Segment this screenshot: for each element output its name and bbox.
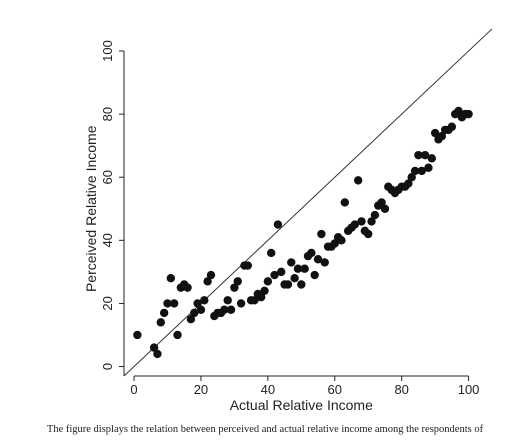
x-tick-label: 0 [130,382,137,397]
y-tick-label: 80 [100,107,115,121]
data-point [243,261,252,270]
data-point [226,305,236,314]
data-point [377,198,386,207]
data-point [190,308,199,318]
data-point [340,198,349,207]
data-point [313,255,323,264]
data-point [149,343,159,352]
data-point [427,154,436,163]
data-point [307,248,316,258]
data-point [153,349,162,359]
data-point [273,220,283,229]
x-tick-label: 60 [328,382,342,397]
data-point [287,258,296,267]
x-axis-label: Actual Relative Income [230,397,373,413]
y-tick-label: 60 [100,170,115,184]
data-point [330,239,339,248]
data-point [337,236,346,245]
data-point [283,280,293,289]
reference-45-degree-line [123,28,493,377]
data-point [320,258,329,267]
figure-caption: The figure displays the relation between… [46,424,484,435]
data-point [290,273,299,283]
data-point [464,109,473,119]
data-point [163,299,172,308]
data-point [357,217,366,226]
data-point [407,173,416,182]
x-tick-label: 100 [458,382,480,397]
data-point [310,270,319,280]
data-point [156,318,165,327]
data-point [370,210,380,220]
data-point [300,264,309,273]
data-point [367,217,376,226]
data-point [173,330,182,340]
x-ticks: 0 20 40 60 80 100 [130,376,479,397]
y-ticks: 0 20 40 60 80 100 [100,40,124,370]
data-point [353,176,363,185]
y-tick-label: 40 [100,233,115,247]
data-point [186,315,196,324]
data-point [293,264,303,273]
data-point [404,179,413,188]
data-point [133,330,142,340]
data-point [350,220,360,229]
data-point [200,296,209,305]
data-point [250,296,259,305]
data-point [424,163,433,172]
x-tick-label: 80 [394,382,408,397]
data-point [169,299,179,308]
data-point [317,229,326,239]
y-tick-label: 100 [100,40,115,62]
data-point [223,296,232,305]
data-point [270,270,279,280]
data-point [206,270,216,280]
data-point [203,277,212,286]
data-point [447,122,457,131]
data-point [260,286,269,296]
data-point [267,248,276,258]
y-axis-label: Perceived Relative Income [83,125,99,292]
data-point [410,166,420,176]
data-point [233,277,242,286]
data-point [196,305,206,314]
data-point [166,273,176,283]
data-point [297,280,306,289]
data-point [193,299,202,308]
y-tick-label: 0 [100,363,115,370]
data-point [430,128,440,138]
x-tick-label: 40 [261,382,275,397]
x-tick-label: 20 [194,382,208,397]
data-point [183,283,192,292]
data-point [256,292,266,302]
data-points [133,106,473,359]
data-point [417,166,426,176]
data-point [230,283,239,292]
data-point [454,106,463,116]
data-point [420,150,430,160]
data-point [437,132,447,141]
data-point [380,204,390,213]
data-point [236,299,246,308]
axes: 0 20 40 60 80 100 0 20 40 60 80 100 [100,40,479,397]
data-point [277,267,286,277]
data-point [414,150,423,160]
y-tick-label: 20 [100,296,115,310]
data-point [364,229,373,239]
data-point [159,308,169,318]
data-point [220,305,229,314]
data-point [263,277,273,286]
